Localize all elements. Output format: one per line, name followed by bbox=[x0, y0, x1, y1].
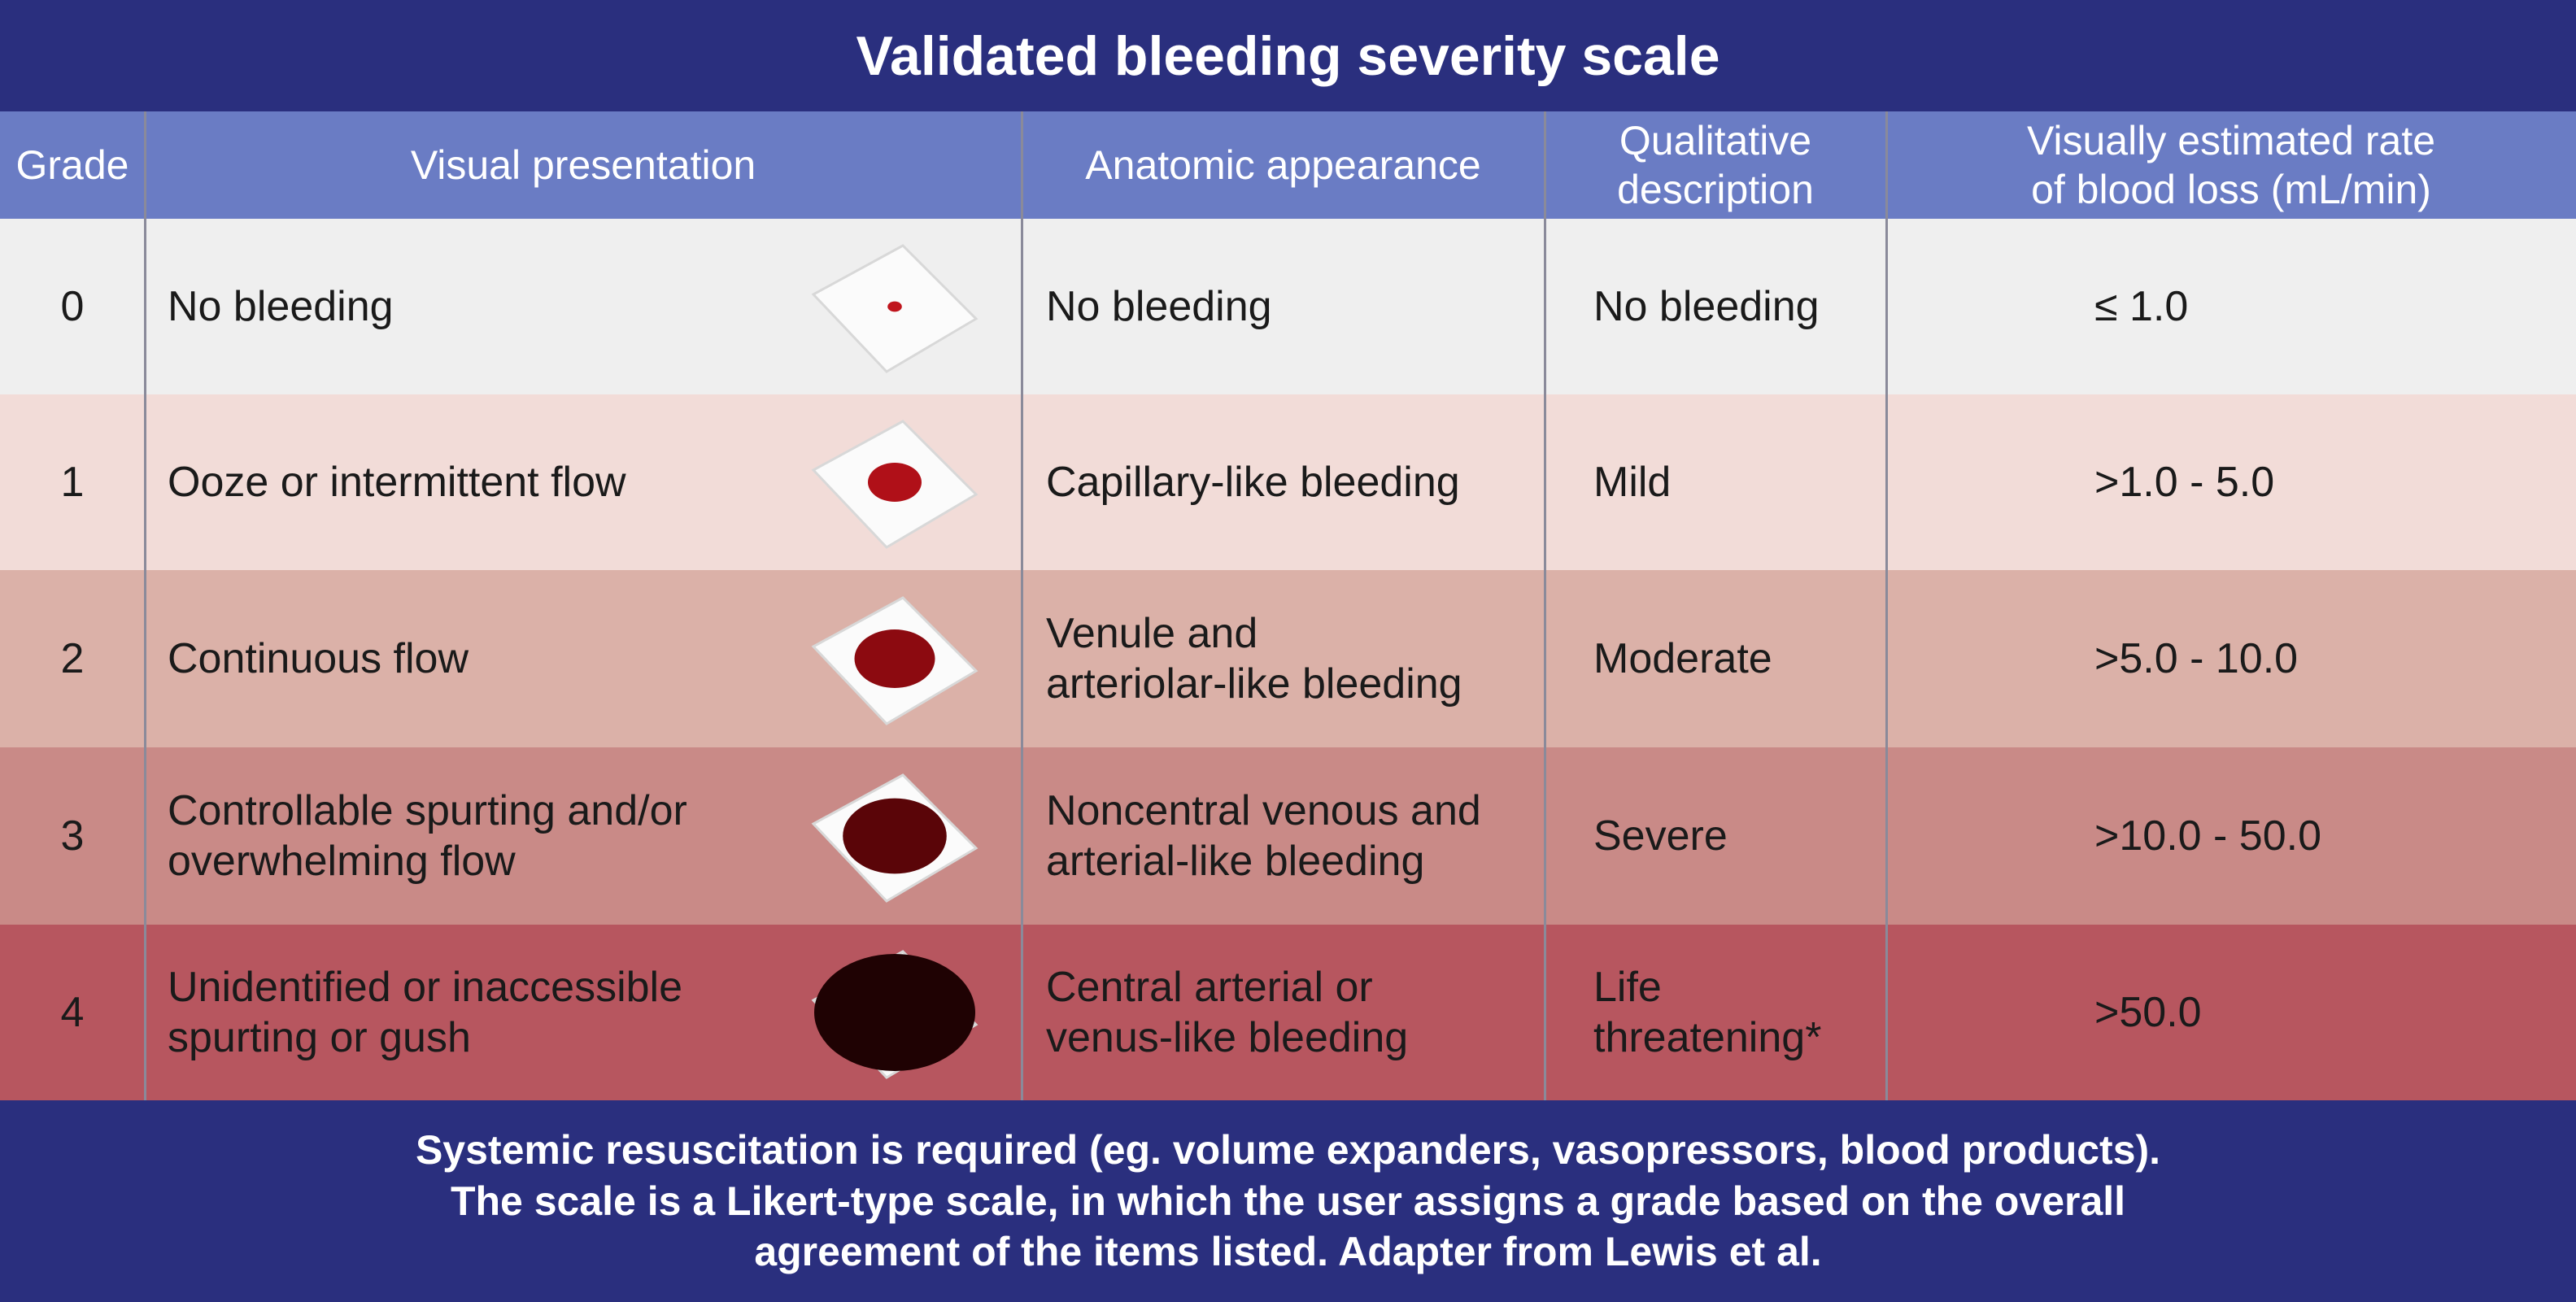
cell-line: Life bbox=[1593, 963, 1662, 1011]
cell-line: >1.0 - 5.0 bbox=[2094, 458, 2275, 506]
table-cell: Moderate bbox=[1545, 570, 1886, 747]
cell-line: Continuous flow bbox=[168, 634, 469, 682]
column-divider bbox=[1885, 111, 1888, 1100]
cell-line: Moderate bbox=[1593, 634, 1772, 682]
cell-line: 1 bbox=[60, 458, 85, 506]
cell-line: Central arterial or bbox=[1046, 963, 1373, 1011]
cell-line: arterial-like bleeding bbox=[1046, 838, 1425, 885]
table-cell: Capillary-like bleeding bbox=[1022, 394, 1545, 570]
table-cell: Unidentified or inaccessible spurting or … bbox=[145, 925, 1022, 1100]
cell-line: 2 bbox=[60, 634, 85, 682]
row-bg bbox=[0, 747, 2576, 925]
table-cell: Central arterial or venus-like bleeding bbox=[1022, 925, 1545, 1100]
header-cell: Qualitative description bbox=[1545, 111, 1886, 219]
cell-line: Noncentral venous and bbox=[1046, 786, 1481, 834]
row-bg bbox=[0, 925, 2576, 1100]
cell-line: 0 bbox=[60, 282, 85, 330]
table-cell: Ooze or intermittent flow bbox=[145, 394, 1022, 570]
table-cell: Continuous flow bbox=[145, 570, 1022, 747]
cell-line: >10.0 - 50.0 bbox=[2094, 812, 2321, 860]
table-cell: Noncentral venous and arterial-like bleed… bbox=[1022, 747, 1545, 925]
table-cell: >5.0 - 10.0 bbox=[1886, 570, 2576, 747]
cell-line: Mild bbox=[1593, 458, 1672, 506]
header-cell: Visual presentation bbox=[145, 111, 1022, 219]
title-band: Validated bleeding severity scale bbox=[0, 0, 2576, 111]
gauze-image bbox=[811, 773, 979, 903]
cell-line: venus-like bleeding bbox=[1046, 1014, 1409, 1061]
table-cell: No bleeding bbox=[1022, 219, 1545, 394]
cell-line: ≤ 1.0 bbox=[2094, 282, 2189, 330]
table-cell: 0 bbox=[0, 219, 145, 394]
footer-line: The scale is a Likert-type scale, in whi… bbox=[450, 1178, 2126, 1224]
row-bg bbox=[0, 394, 2576, 570]
cell-line: arteriolar-like bleeding bbox=[1046, 660, 1462, 708]
cell-line: 3 bbox=[60, 812, 85, 860]
blood-stain bbox=[868, 463, 922, 502]
cell-line: Controllable spurting and/or bbox=[168, 786, 687, 834]
table-cell: No bleeding bbox=[145, 219, 1022, 394]
cell-line: description bbox=[1617, 167, 1814, 212]
row-bg bbox=[0, 219, 2576, 394]
column-divider bbox=[1021, 111, 1023, 1100]
table-cell: 1 bbox=[0, 394, 145, 570]
gauze-image bbox=[811, 596, 979, 725]
header-cell: Visually estimated rate of blood loss (mL… bbox=[1886, 111, 2576, 219]
cell-line: No bleeding bbox=[168, 282, 394, 330]
blood-stain bbox=[843, 798, 947, 874]
cell-line: Grade bbox=[15, 142, 129, 188]
table-cell: 2 bbox=[0, 570, 145, 747]
cell-line: >50.0 bbox=[2094, 988, 2202, 1036]
table-cell: ≤ 1.0 bbox=[1886, 219, 2576, 394]
header-cell: Anatomic appearance bbox=[1022, 111, 1545, 219]
table-cell: No bleeding bbox=[1545, 219, 1886, 394]
table-cell: Controllable spurting and/or overwhelming… bbox=[145, 747, 1022, 925]
cell-line: Ooze or intermittent flow bbox=[168, 458, 626, 506]
header-band bbox=[0, 111, 2576, 219]
footer-line: agreement of the items listed. Adapter f… bbox=[754, 1229, 1822, 1275]
cell-line: Visual presentation bbox=[410, 142, 756, 188]
blood-stain bbox=[854, 629, 935, 688]
table-cell: Mild bbox=[1545, 394, 1886, 570]
cell-line: Anatomic appearance bbox=[1085, 142, 1481, 188]
cell-line: Severe bbox=[1593, 812, 1728, 860]
row-bg bbox=[0, 570, 2576, 747]
cell-line: Capillary-like bleeding bbox=[1046, 458, 1460, 506]
cell-line: threatening* bbox=[1593, 1014, 1822, 1061]
cell-line: spurting or gush bbox=[168, 1014, 471, 1061]
table-cell: 4 bbox=[0, 925, 145, 1100]
cell-line: No bleeding bbox=[1593, 282, 1820, 330]
cell-line: of blood loss (mL/min) bbox=[2031, 167, 2431, 212]
header-cell: Grade bbox=[0, 111, 145, 219]
footer-line: Systemic resuscitation is required (eg. … bbox=[415, 1127, 2161, 1174]
table-cell: Venule and arteriolar-like bleeding bbox=[1022, 570, 1545, 747]
column-divider bbox=[144, 111, 146, 1100]
cell-line: Qualitative bbox=[1619, 118, 1812, 163]
cell-line: No bleeding bbox=[1046, 282, 1272, 330]
cell-line: overwhelming flow bbox=[168, 838, 516, 885]
table-cell: >1.0 - 5.0 bbox=[1886, 394, 2576, 570]
cell-line: 4 bbox=[60, 988, 85, 1036]
table-cell: >50.0 bbox=[1886, 925, 2576, 1100]
cell-line: Unidentified or inaccessible bbox=[168, 963, 683, 1011]
table-cell: Life threatening* bbox=[1545, 925, 1886, 1100]
table-cell: Severe bbox=[1545, 747, 1886, 925]
blood-stain bbox=[887, 301, 902, 312]
footer: Systemic resuscitation is required (eg. … bbox=[0, 1100, 2576, 1302]
table-cell: >10.0 - 50.0 bbox=[1886, 747, 2576, 925]
cell-line: >5.0 - 10.0 bbox=[2094, 634, 2299, 682]
gauze-image bbox=[811, 420, 979, 549]
table-cell: 3 bbox=[0, 747, 145, 925]
cell-line: Visually estimated rate bbox=[2026, 118, 2436, 163]
gauze-image bbox=[811, 950, 979, 1079]
cell-line: Venule and bbox=[1046, 609, 1258, 657]
blood-stain bbox=[814, 954, 975, 1071]
title: Validated bleeding severity scale bbox=[856, 24, 1720, 87]
gauze-image bbox=[811, 244, 979, 373]
column-divider bbox=[1544, 111, 1546, 1100]
